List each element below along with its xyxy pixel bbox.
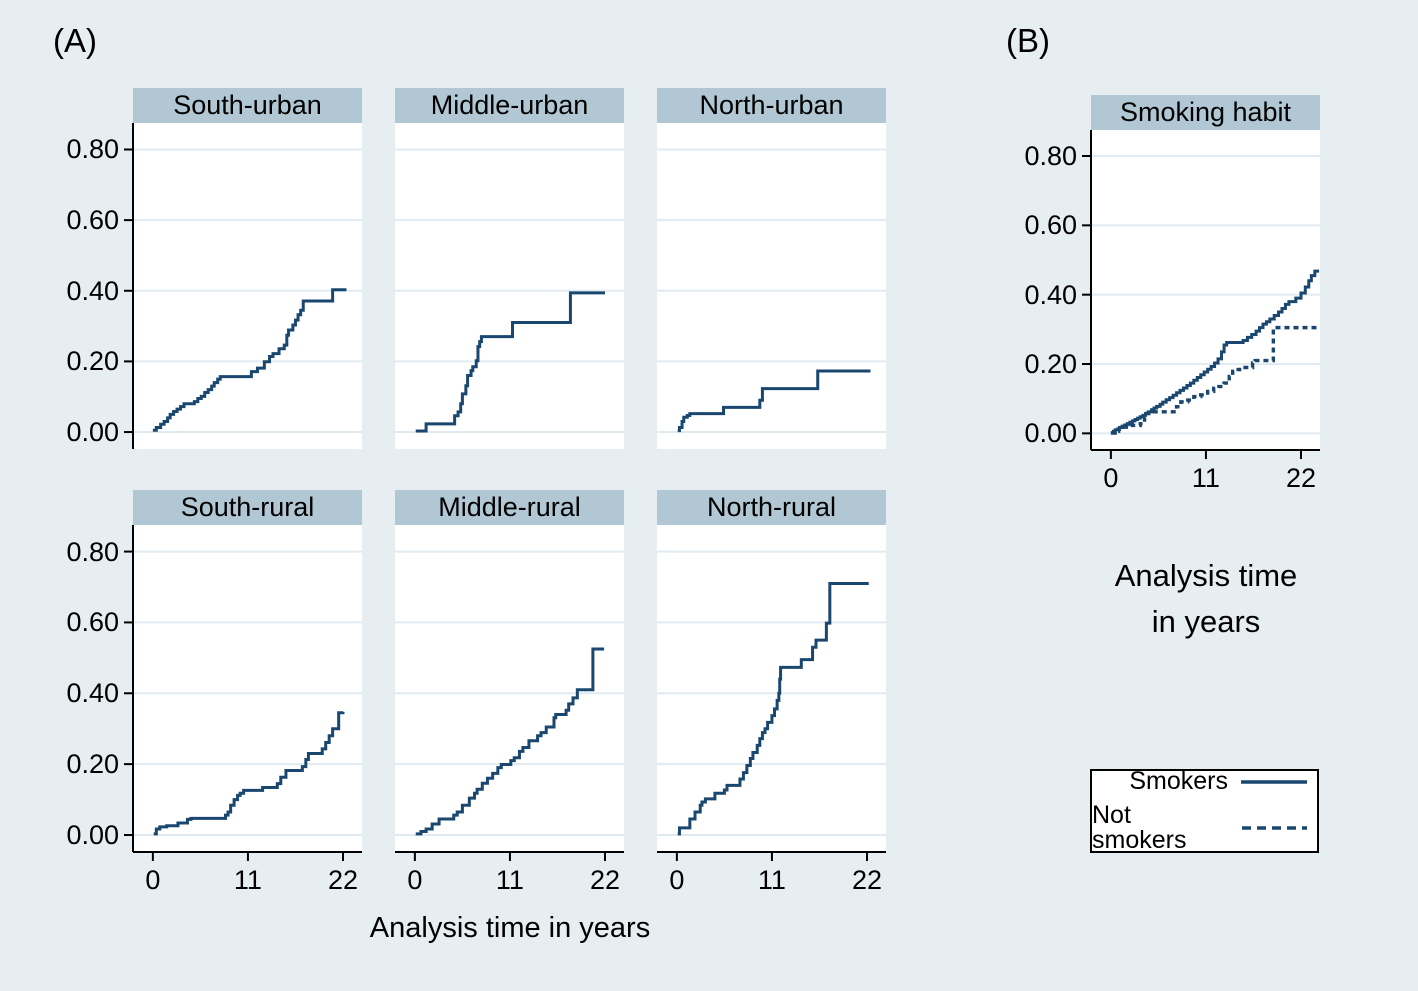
panel-plot-south-urban: [124, 123, 362, 449]
y-tick-label-smoking-habit-0.00: 0.00: [1024, 418, 1077, 449]
y-tick-label-south-rural-0.00: 0.00: [66, 819, 119, 850]
panel-plot-smoking-habit: [1082, 130, 1320, 459]
y-tick-label-south-rural-0.60: 0.60: [66, 607, 119, 638]
x-tick-label-smoking-habit-11: 11: [1191, 463, 1220, 493]
panel-title-south-urban: South-urban: [133, 88, 362, 123]
y-tick-label-south-rural-0.80: 0.80: [66, 536, 119, 567]
panel-plot-middle-rural: [395, 525, 624, 861]
y-tick-label-south-urban-0.60: 0.60: [66, 205, 119, 236]
series-curve-south-rural: [153, 711, 345, 836]
not-smokers-dashed-line-swatch: [1242, 826, 1307, 830]
x-tick-label-south-rural-0: 0: [145, 865, 161, 895]
series-curve-south-urban: [152, 288, 347, 432]
y-tick-label-south-rural-0.40: 0.40: [66, 678, 119, 709]
smokers-solid-line-swatch: [1241, 779, 1307, 784]
panel-title-north-rural: North-rural: [657, 490, 886, 525]
x-tick-label-smoking-habit-0: 0: [1103, 463, 1119, 493]
panel-plot-north-rural: [657, 525, 886, 861]
y-tick-label-south-urban-0.40: 0.40: [66, 275, 119, 306]
plot-area-north-urban: [657, 123, 886, 449]
y-tick-label-south-urban-0.00: 0.00: [66, 417, 119, 448]
legend-label-smokers: Smokers: [1129, 767, 1228, 795]
panel-title-smoking-habit: Smoking habit: [1091, 95, 1320, 130]
plot-area-south-rural: [133, 525, 362, 852]
panel-title-north-urban: North-urban: [657, 88, 886, 123]
series-curve-smokers: [1110, 269, 1320, 435]
x-tick-label-middle-rural-11: 11: [495, 865, 524, 895]
y-tick-label-smoking-habit-0.80: 0.80: [1024, 141, 1077, 171]
panel-title-middle-rural: Middle-rural: [395, 490, 624, 525]
plot-area-north-rural: [657, 525, 886, 852]
x-axis-title-panel-b-line2: in years: [1151, 604, 1261, 639]
x-tick-label-north-rural-22: 22: [851, 865, 882, 895]
panel-title-south-rural: South-rural: [133, 490, 362, 525]
panel-title-middle-urban: Middle-urban: [395, 88, 624, 123]
x-axis-title-panel-b: Analysis time in years: [1084, 553, 1328, 645]
x-axis-title-panel-a: Analysis time in years: [369, 912, 651, 944]
x-tick-label-south-rural-22: 22: [327, 865, 358, 895]
panel-plot-middle-urban: [395, 123, 624, 449]
panel-a-label: (A): [53, 22, 97, 59]
y-tick-label-smoking-habit-0.20: 0.20: [1024, 349, 1077, 380]
y-tick-label-south-urban-0.20: 0.20: [66, 346, 119, 377]
series-curve-middle-rural: [415, 647, 605, 836]
legend-label-not-smokers: Not smokers: [1092, 801, 1187, 854]
x-tick-label-middle-rural-22: 22: [589, 865, 620, 895]
plot-area-middle-urban: [395, 123, 624, 449]
y-tick-label-south-urban-0.80: 0.80: [66, 134, 119, 165]
x-axis-title-panel-b-line1: Analysis time: [1114, 558, 1298, 593]
series-curve-middle-urban: [415, 291, 605, 433]
series-curve-north-rural: [677, 581, 869, 836]
y-tick-label-smoking-habit-0.40: 0.40: [1024, 279, 1077, 310]
x-tick-label-south-rural-11: 11: [233, 865, 262, 895]
panel-plot-south-rural: [124, 525, 362, 861]
legend-item-smokers: Smokers: [1092, 769, 1307, 794]
series-curve-not-smokers: [1110, 325, 1318, 435]
x-tick-label-north-rural-0: 0: [669, 865, 685, 895]
legend-box: Smokers Not smokers: [1090, 769, 1319, 853]
y-tick-label-smoking-habit-0.60: 0.60: [1024, 210, 1077, 241]
legend-item-not-smokers: Not smokers: [1092, 803, 1307, 853]
series-curve-north-urban: [677, 369, 871, 433]
plot-area-smoking-habit: [1091, 130, 1320, 450]
x-tick-label-middle-rural-0: 0: [407, 865, 423, 895]
x-tick-label-north-rural-11: 11: [757, 865, 786, 895]
panel-b-label: (B): [1006, 22, 1050, 59]
plot-area-south-urban: [133, 123, 362, 449]
x-tick-label-smoking-habit-22: 22: [1285, 463, 1316, 493]
panel-plot-north-urban: [657, 123, 886, 449]
y-tick-label-south-rural-0.20: 0.20: [66, 749, 119, 780]
